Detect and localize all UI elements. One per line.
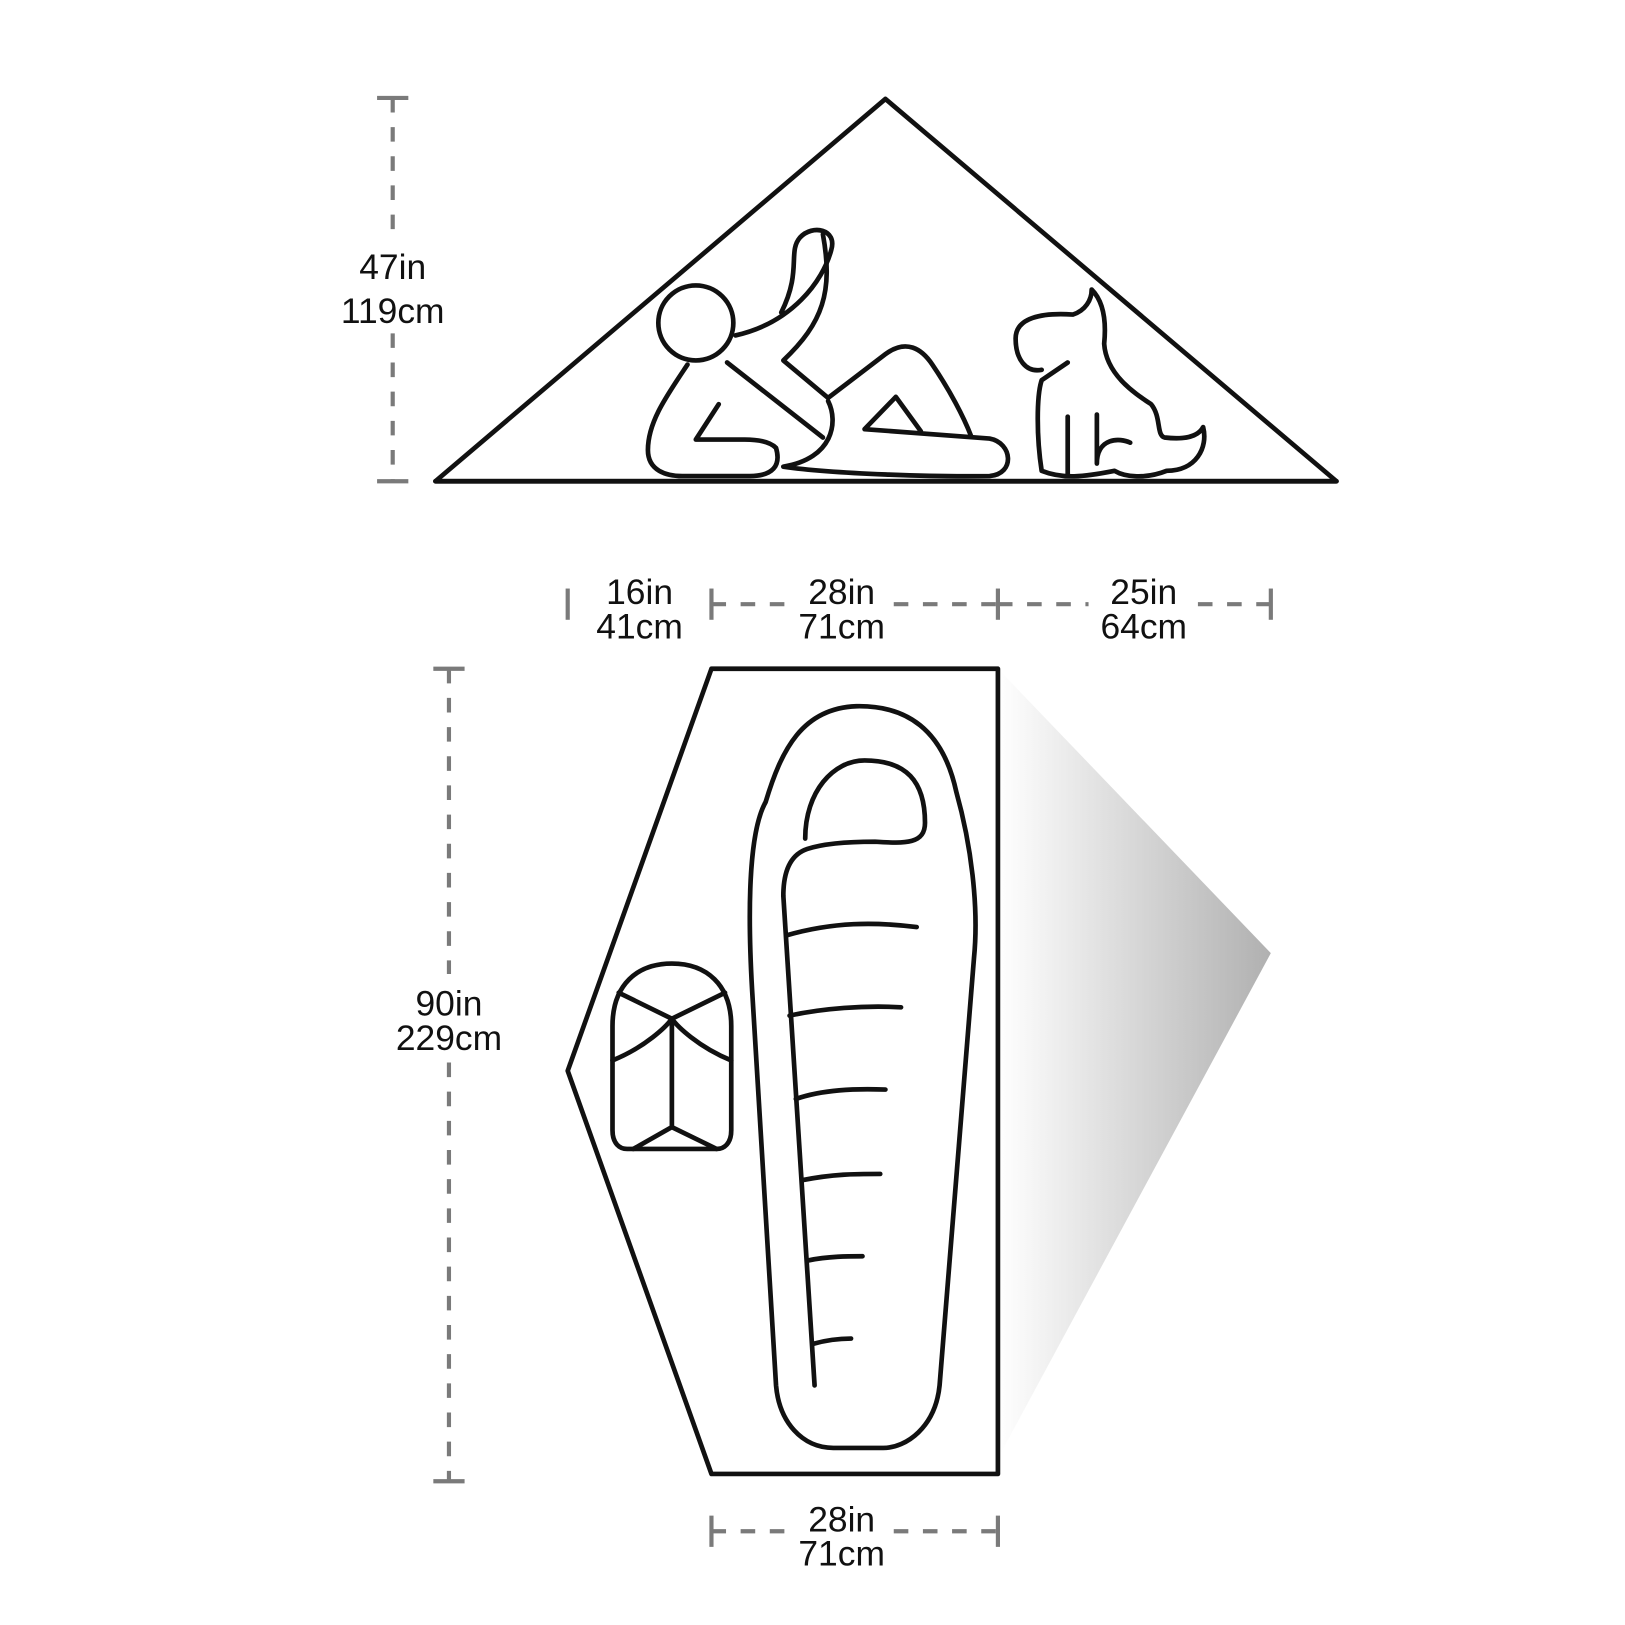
tent-floor-outline — [565, 666, 1001, 1477]
dog-icon — [1013, 287, 1207, 479]
bottom-width-dimension: 28in 71cm — [709, 1499, 1001, 1574]
vestibule-right-in-label: 25in — [1110, 572, 1177, 612]
height-in-label: 47in — [359, 247, 426, 287]
floor-width-cm-label: 71cm — [798, 607, 885, 647]
vestibule-left-in-label: 16in — [606, 572, 673, 612]
length-cm-label: 229cm — [396, 1018, 502, 1058]
floor-width-in-label: 28in — [808, 572, 875, 612]
person-icon — [645, 227, 1011, 479]
bottom-width-cm-label: 71cm — [798, 1534, 885, 1574]
sleeping-bag-icon — [747, 703, 978, 1451]
vestibule-left-cm-label: 41cm — [596, 607, 683, 647]
height-dimension-line — [377, 95, 409, 484]
length-in-label: 90in — [415, 984, 482, 1024]
floor-plan — [565, 666, 1271, 1477]
top-width-dimensions: 16in 41cm 28in 71cm 25in 64cm — [565, 572, 1273, 647]
vestibule-right-cm-label: 64cm — [1100, 607, 1187, 647]
bottom-width-in-label: 28in — [808, 1499, 875, 1539]
tent-side-outline — [433, 96, 1339, 484]
length-dimension: 90in 229cm — [396, 666, 502, 1484]
height-cm-label: 119cm — [341, 291, 445, 331]
backpack-icon — [610, 961, 734, 1152]
vestibule-shaded — [997, 668, 1271, 1459]
side-view: 47in 119cm — [341, 95, 1339, 484]
